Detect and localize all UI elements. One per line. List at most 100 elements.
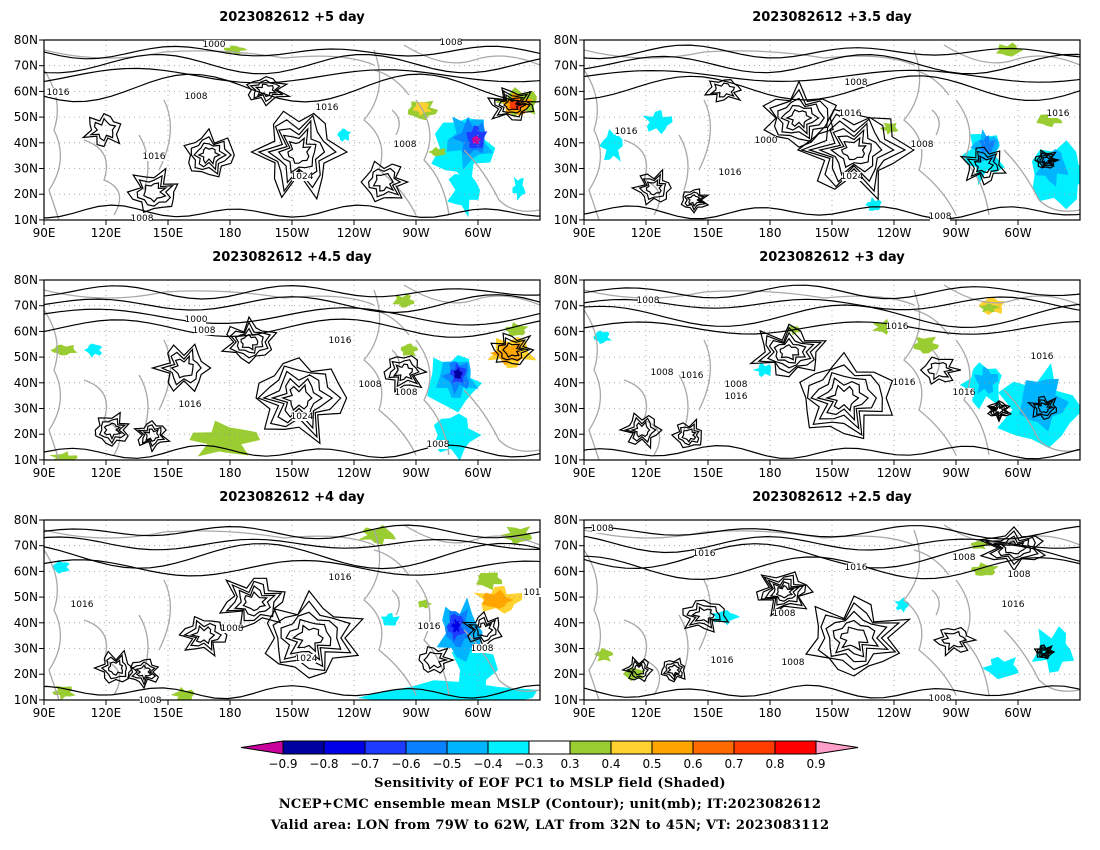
contour-label: 1016 [143,152,166,162]
lat-tick-label: 80N [14,273,38,287]
colorbar-swatch [323,740,366,755]
contour-label: 1016 [418,622,441,632]
colorbar-label: 0.7 [724,757,743,771]
lon-tick-label: 150E [693,226,724,240]
contour-label: 1008 [359,380,382,390]
colorbar-low-arrow [240,740,284,755]
lat-tick-label: 70N [14,299,38,313]
lat-tick-label: 80N [14,513,38,527]
lon-tick-label: 180 [219,706,242,720]
colorbar-swatch [733,740,776,755]
contour-labels: 1008 1016 1008 1016 1008 1016 1016 1016 1016 [637,296,1054,402]
contour-label: 1008 [185,92,208,102]
contour-label: 1016 [1002,600,1025,610]
lon-tick-label: 90W [402,226,429,240]
lat-tick-label: 70N [554,59,578,73]
colorbar-swatch [692,740,735,755]
lon-tick-label: 90W [942,226,969,240]
lon-tick-label: 150E [153,706,184,720]
lon-tick-label: 90E [573,706,596,720]
colorbar-label: 0.3 [560,757,579,771]
contour-label: 1008 [131,214,154,224]
contour-label: 1008 [725,380,748,390]
lon-tick-label: 180 [759,706,782,720]
lat-tick-label: 10N [554,213,578,227]
lon-tick-label: 150W [815,466,850,480]
map-axes: 90E 120E 150E 180 150W 120W 90W 60W 80N 70N 60N 50N… [554,513,1032,720]
lon-tick-label: 90E [33,706,56,720]
lat-tick-label: 20N [14,187,38,201]
lon-tick-label: 120W [337,466,372,480]
contour-labels: 1016 1016 1008 1016 1024 1008 101 1008 [71,573,542,706]
contour-label: 1016 [725,392,748,402]
lon-tick-label: 120E [631,706,662,720]
colorbar-swatch [610,740,653,755]
footer-line-valid-area: Valid area: LON from 79W to 62W, LAT fro… [270,818,830,833]
lat-tick-label: 50N [554,110,578,124]
colorbar-swatch [405,740,448,755]
colorbar-label: 0.8 [765,757,784,771]
lat-tick-label: 50N [554,590,578,604]
contour-label: 1008 [782,658,805,668]
lon-tick-label: 120W [337,226,372,240]
lat-tick-label: 40N [14,616,38,630]
map-panel-plus-5-day: 2023082612 +5 day 1000100810161016100810… [14,10,541,240]
lon-tick-label: 120E [91,466,122,480]
contour-label: 1000 [203,40,226,50]
contour-label: 1008 [471,644,494,654]
contour-label: 1016 [839,109,862,119]
lat-tick-label: 40N [554,376,578,390]
lat-tick-label: 20N [554,667,578,681]
contour-label: 1000 [755,136,778,146]
lon-tick-label: 180 [219,466,242,480]
lon-tick-label: 90W [942,466,969,480]
lat-tick-label: 70N [14,539,38,553]
colorbar-swatch [282,740,325,755]
lon-tick-label: 60W [464,706,491,720]
map-panel-plus-3-5-day: 2023082612 +3.5 day 10081016100010161008… [554,10,1081,240]
lat-tick-label: 30N [554,642,578,656]
lon-tick-label: 180 [759,226,782,240]
lat-tick-label: 60N [554,564,578,578]
lon-tick-label: 90W [402,706,429,720]
contour-label: 1008 [139,696,162,706]
lon-tick-label: 120E [91,706,122,720]
contour-label: 1016 [953,388,976,398]
lon-tick-label: 90E [573,226,596,240]
lat-tick-label: 60N [554,324,578,338]
lat-tick-label: 80N [554,513,578,527]
lat-tick-label: 20N [554,427,578,441]
colorbar-swatch [774,740,817,755]
lat-tick-label: 40N [554,616,578,630]
lat-tick-label: 80N [14,33,38,47]
isobar-contours [44,45,540,219]
map-axes: 90E 120E 150E 180 150W 120W 90W 60W 80N 70N 60N 50N… [14,513,492,720]
sensitivity-shading [222,45,537,218]
lat-tick-label: 30N [14,402,38,416]
lon-tick-label: 60W [1004,226,1031,240]
lat-tick-label: 40N [14,376,38,390]
lat-tick-label: 60N [14,564,38,578]
panel-title: 2023082612 +3.5 day [752,10,912,25]
map-area [44,40,540,220]
map-axes: 90E 120E 150E 180 150W 120W 90W 60W 80N 70N 60N 50N… [554,273,1032,480]
contour-label: 1016 [1047,109,1070,119]
contour-label: 1008 [1008,570,1031,580]
lon-tick-label: 120E [631,226,662,240]
lon-tick-label: 150W [275,466,310,480]
lat-tick-label: 70N [554,539,578,553]
contour-label: 1008 [193,326,216,336]
lon-tick-label: 120E [631,466,662,480]
contour-label: 1024 [291,172,314,182]
contour-label: 1016 [719,168,742,178]
lat-tick-label: 70N [14,59,38,73]
lat-tick-label: 40N [14,136,38,150]
contour-label: 1008 [591,524,614,534]
contour-label: 1016 [886,322,909,332]
graticule [584,280,1080,460]
